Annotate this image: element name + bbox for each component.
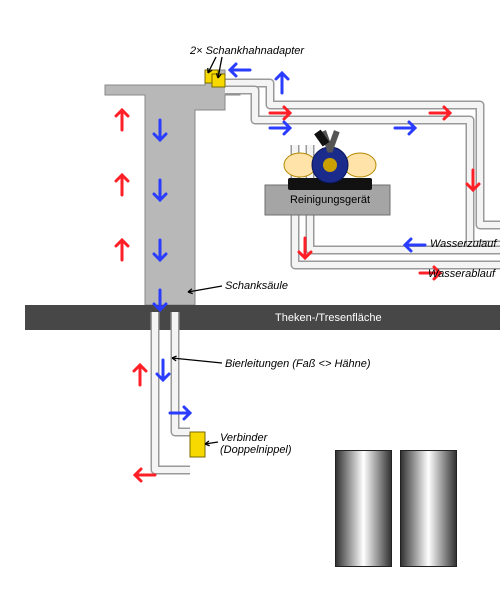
reinigungsgeraet-device bbox=[284, 130, 376, 190]
label-outlet: Wasserablauf bbox=[428, 268, 500, 281]
label-counter: Theken-/Tresenfläche bbox=[275, 312, 475, 325]
label-clean: Reinigungsgerät bbox=[280, 194, 380, 207]
label-adapter: 2× Schankhahnadapter bbox=[190, 45, 330, 58]
label-lines: Bierleitungen (Faß <> Hähne) bbox=[225, 358, 405, 371]
label-conn2: (Doppelnippel) bbox=[220, 444, 320, 457]
schanksaeule-shape bbox=[105, 70, 240, 305]
keg-cylinder bbox=[335, 450, 392, 567]
label-column: Schanksäule bbox=[225, 280, 325, 293]
keg-cylinder bbox=[400, 450, 457, 567]
verbinder-doppelnippel bbox=[190, 432, 205, 457]
label-inlet: Wasserzulauf bbox=[430, 238, 500, 251]
